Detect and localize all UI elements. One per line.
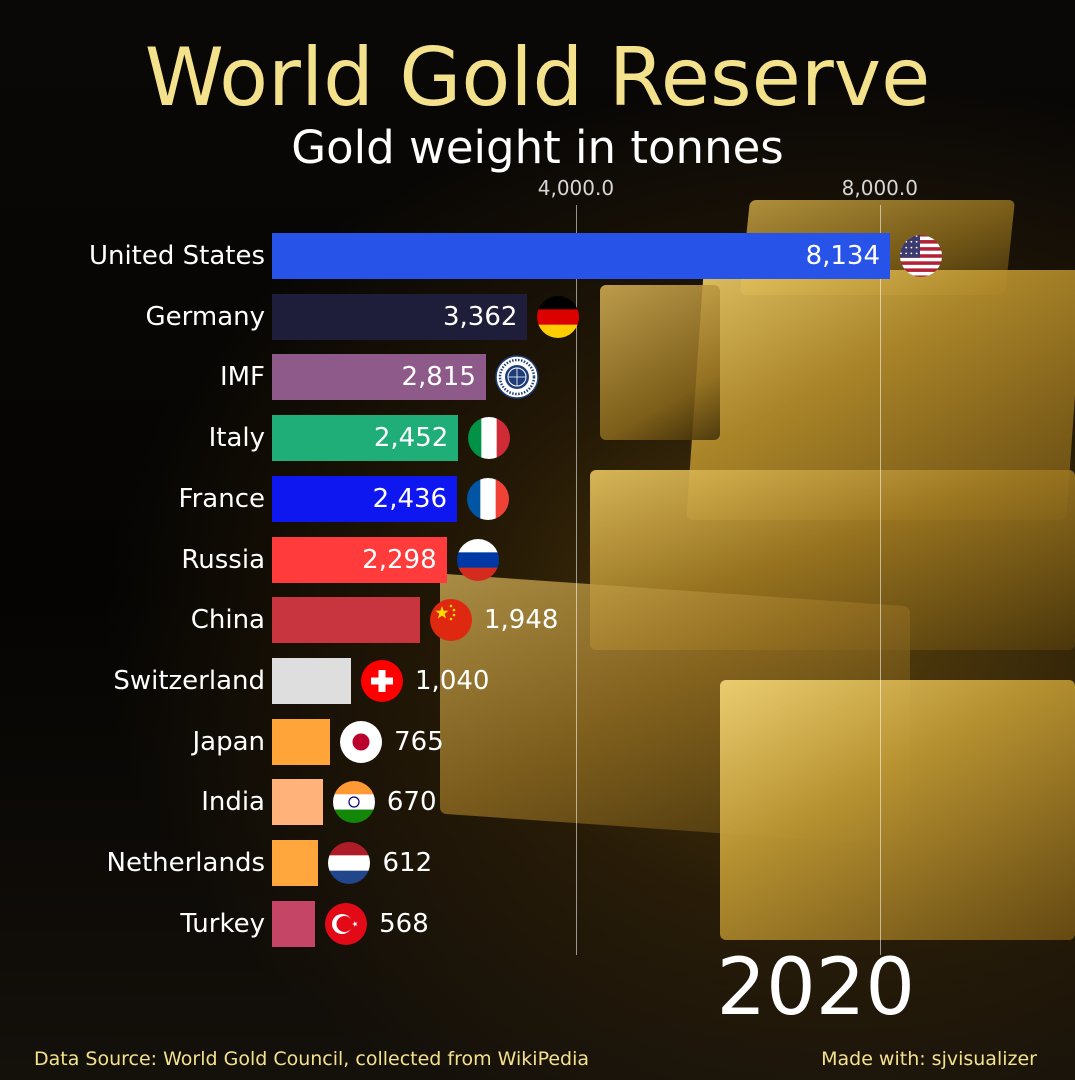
turkey-flag-icon: [323, 901, 369, 947]
bar: [272, 233, 890, 279]
value-label: 1,948: [484, 605, 559, 636]
value-label: 8,134: [805, 241, 880, 271]
germany-flag-icon: [535, 294, 581, 340]
category-label: Germany: [145, 301, 265, 332]
category-label: Switzerland: [113, 665, 265, 696]
bar: [272, 779, 323, 826]
chart-title: World Gold Reserve: [144, 31, 931, 124]
bar-row: Netherlands 612: [0, 840, 1075, 886]
bar-row: Japan 765: [0, 718, 1075, 765]
category-label: India: [201, 787, 265, 818]
value-label: 670: [386, 787, 437, 818]
bar: [272, 293, 528, 340]
china-flag-icon: [428, 597, 474, 643]
value-label: 2,298: [362, 544, 437, 575]
us-flag-icon: [898, 233, 944, 279]
bar: [272, 536, 447, 583]
gridline: [879, 205, 881, 955]
category-label: United States: [88, 241, 265, 271]
bar: [272, 415, 459, 462]
value-label: 1,040: [415, 665, 490, 696]
japan-flag-icon: [338, 719, 384, 765]
india-flag-icon: [331, 779, 377, 825]
gold-bar-image: [600, 285, 720, 440]
value-label: 3,362: [443, 301, 518, 332]
category-label: Italy: [208, 423, 265, 454]
netherlands-flag-icon: [326, 840, 372, 886]
bar-row: France 2,436: [0, 475, 1075, 522]
bar-row: IMF 2,815: [0, 354, 1075, 401]
bar-row: Germany 3,362: [0, 293, 1075, 340]
category-label: Russia: [181, 544, 265, 575]
category-label: Netherlands: [106, 848, 266, 878]
value-label: 2,452: [373, 423, 449, 454]
bar-row: United States 8,134: [0, 233, 1075, 279]
bar: [272, 597, 420, 644]
bar: [272, 840, 319, 886]
value-label: 765: [394, 726, 444, 757]
bar-row: India 670: [0, 779, 1075, 826]
value-label: 2,436: [372, 483, 448, 514]
bar-row: Russia 2,298: [0, 536, 1075, 583]
value-label: 568: [379, 908, 429, 939]
value-label: 612: [382, 848, 433, 878]
x-tick-label: 8,000.0: [841, 176, 918, 200]
france-flag-icon: [465, 476, 511, 522]
category-label: Japan: [192, 726, 265, 757]
chart-subtitle: Gold weight in tonnes: [291, 121, 784, 174]
value-label: 2,815: [401, 362, 476, 393]
x-tick-label: 4,000.0: [537, 176, 615, 200]
gridline: [575, 205, 577, 955]
bar-row: Italy 2,452: [0, 415, 1075, 462]
gold-bar-image: [720, 680, 1075, 940]
bar: [272, 475, 458, 522]
bar-row: China 1,948: [0, 597, 1075, 644]
made-with: Made with: sjvisualizer: [821, 1048, 1037, 1070]
year-label: 2020: [716, 943, 915, 1033]
category-label: France: [178, 483, 265, 514]
category-label: Turkey: [180, 908, 265, 939]
bar-row: Turkey 568: [0, 900, 1075, 947]
russia-flag-icon: [455, 537, 501, 583]
bar: [272, 718, 331, 765]
bar-row: Switzerland 1,040: [0, 657, 1075, 704]
switzerland-flag-icon: [359, 658, 405, 704]
category-label: China: [190, 605, 265, 636]
italy-flag-icon: [466, 415, 512, 461]
category-label: IMF: [219, 362, 265, 393]
imf-logo-icon: [494, 354, 540, 400]
data-source: Data Source: World Gold Council, collect…: [34, 1048, 590, 1070]
bar: [272, 657, 352, 704]
bar: [272, 900, 316, 947]
bar: [272, 354, 486, 401]
